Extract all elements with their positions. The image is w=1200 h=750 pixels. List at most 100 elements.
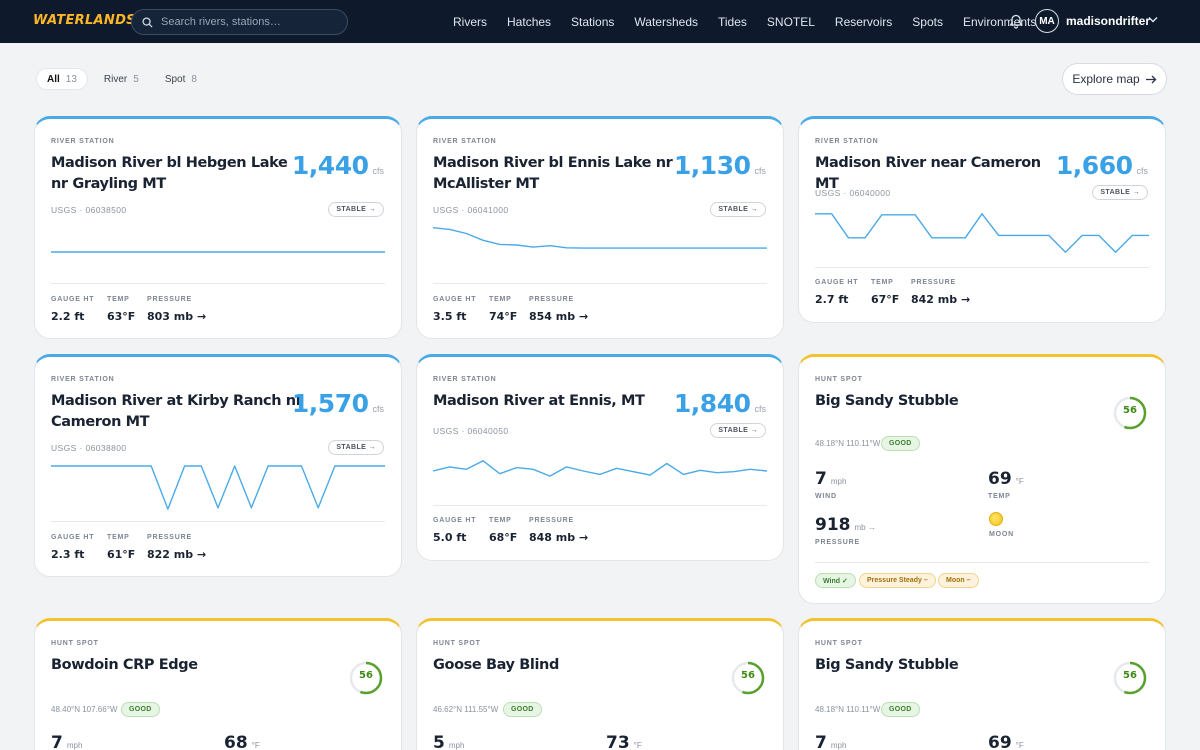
arrow-right-icon [1145, 75, 1157, 83]
nav-link-watersheds[interactable]: Watersheds [634, 14, 698, 29]
stat-label: GAUGE HT [433, 296, 477, 303]
spot-title[interactable]: Goose Bay Blind [433, 657, 559, 673]
flow-sparkline [51, 465, 385, 510]
nav-link-tides[interactable]: Tides [718, 14, 747, 29]
river-station-card[interactable]: RIVER STATION Madison River near Cameron… [798, 116, 1166, 323]
gauge-stat: GAUGE HT 2.2 ft [51, 296, 94, 323]
nav-link-snotel[interactable]: SNOTEL [766, 14, 815, 29]
stat-value: 842 mb → [911, 293, 971, 306]
temp-unit: °F [1015, 741, 1024, 750]
hunt-spot-card[interactable]: HUNT SPOT Bowdoin CRP Edge 56 48.40°N 10… [34, 618, 402, 750]
score-value: 56 [741, 670, 755, 681]
trend-badge: STABLE → [1092, 185, 1148, 200]
tag-wind: Wind ✓ [815, 573, 856, 588]
score-ring-fill [1113, 396, 1147, 430]
avatar[interactable]: MA [1035, 9, 1059, 33]
status-badge: GOOD [503, 702, 542, 717]
stat-value: 61°F [107, 548, 136, 561]
station-title[interactable]: Madison River at Ennis, MT [433, 393, 645, 409]
search-box[interactable] [131, 9, 348, 35]
filter-all[interactable]: All 13 [36, 68, 88, 90]
nav-link-hatches[interactable]: Hatches [507, 14, 552, 29]
wind-reading: 7 mph [815, 733, 846, 750]
temp-reading: 69 °F [988, 469, 1024, 489]
bell-icon[interactable] [1009, 14, 1023, 29]
stat-label: GAUGE HT [51, 296, 95, 303]
spot-title[interactable]: Big Sandy Stubble [815, 657, 959, 673]
river-station-card[interactable]: RIVER STATION Madison River bl Ennis Lak… [416, 116, 784, 339]
sparkline-path [815, 213, 1149, 253]
stat-value: 74°F [489, 310, 518, 323]
spot-title[interactable]: Bowdoin CRP Edge [51, 657, 198, 673]
gauge-stat: GAUGE HT 5.0 ft [433, 517, 476, 544]
wind-reading: 5 mph [433, 733, 464, 750]
username[interactable]: madisondrifter [1066, 14, 1151, 28]
wind-reading: 7 mph [815, 469, 846, 489]
flow-value: 1,840 [673, 389, 751, 418]
divider [433, 505, 767, 506]
spot-title[interactable]: Big Sandy Stubble [815, 393, 959, 409]
temp-value: 69 [988, 733, 1012, 750]
station-title[interactable]: Madison River bl Ennis Lake nr McAlliste… [433, 155, 673, 192]
card-type: HUNT SPOT [433, 640, 481, 647]
flow-sparkline [815, 213, 1149, 253]
search-icon [142, 16, 153, 28]
explore-map-button[interactable]: Explore map [1062, 63, 1167, 95]
temp-label: TEMP [988, 493, 1011, 500]
flow-value: 1,660 [1055, 151, 1133, 180]
station-id: USGS · 06040000 [815, 188, 891, 198]
hunt-spot-card[interactable]: HUNT SPOT Big Sandy Stubble 56 48.18°N 1… [798, 354, 1166, 604]
divider [51, 283, 385, 284]
filter-label: All [47, 73, 60, 85]
hunt-spot-card[interactable]: HUNT SPOT Goose Bay Blind 56 46.62°N 111… [416, 618, 784, 750]
divider [433, 283, 767, 284]
nav-link-spots[interactable]: Spots [912, 14, 943, 29]
stat-label: TEMP [107, 534, 130, 541]
card-type: RIVER STATION [51, 138, 115, 145]
trend-badge: STABLE → [710, 202, 766, 217]
stat-label: GAUGE HT [51, 534, 95, 541]
river-station-card[interactable]: RIVER STATION Madison River at Ennis, MT… [416, 354, 784, 561]
station-title[interactable]: Madison River bl Hebgen Lake nr Grayling… [51, 155, 288, 192]
nav-link-rivers[interactable]: Rivers [453, 14, 488, 29]
card-type: RIVER STATION [433, 376, 497, 383]
temp-value: 69 [988, 469, 1012, 489]
spot-coords: 46.62°N 111.55°W [433, 705, 499, 714]
nav-link-environments[interactable]: Environments [962, 14, 1037, 29]
score-ring-fill [349, 661, 383, 695]
filter-count: 5 [133, 73, 139, 85]
river-station-card[interactable]: RIVER STATION Madison River at Kirby Ran… [34, 354, 402, 577]
pressure-stat: PRESSURE 822 mb → [147, 534, 206, 561]
pressure-unit: mb → [854, 523, 876, 532]
temp-stat: TEMP 61°F [107, 534, 135, 561]
status-badge: GOOD [881, 702, 920, 717]
logo[interactable]: WATERLANDS [33, 13, 136, 28]
hunt-spot-card[interactable]: HUNT SPOT Big Sandy Stubble 56 48.18°N 1… [798, 618, 1166, 750]
stat-value: 3.5 ft [433, 310, 467, 323]
wind-reading: 7 mph [51, 733, 82, 750]
filter-river[interactable]: River 5 [94, 68, 149, 90]
gauge-stat: GAUGE HT 2.3 ft [51, 534, 94, 561]
stat-value: 803 mb → [147, 310, 207, 323]
trend-badge: STABLE → [328, 440, 384, 455]
score-ring [1113, 396, 1147, 430]
divider [51, 521, 385, 522]
stat-label: TEMP [489, 517, 512, 524]
search-input[interactable] [161, 16, 331, 28]
score-ring-fill [1113, 661, 1147, 695]
stat-label: TEMP [871, 279, 894, 286]
stat-label: GAUGE HT [433, 517, 477, 524]
station-number: 06038500 [85, 205, 127, 215]
stat-label: PRESSURE [529, 517, 574, 524]
station-title[interactable]: Madison River at Kirby Ranch nr Cameron … [51, 393, 303, 430]
filter-spot[interactable]: Spot 8 [155, 68, 207, 90]
filter-count: 8 [191, 73, 197, 85]
river-station-card[interactable]: RIVER STATION Madison River bl Hebgen La… [34, 116, 402, 339]
chevron-down-icon[interactable] [1148, 16, 1158, 23]
wind-unit: mph [830, 477, 847, 486]
nav-link-stations[interactable]: Stations [571, 14, 615, 29]
nav-link-reservoirs[interactable]: Reservoirs [834, 14, 893, 29]
station-title[interactable]: Madison River near Cameron MT [815, 155, 1041, 192]
wind-unit: mph [66, 741, 83, 750]
gauge-stat: GAUGE HT 3.5 ft [433, 296, 476, 323]
